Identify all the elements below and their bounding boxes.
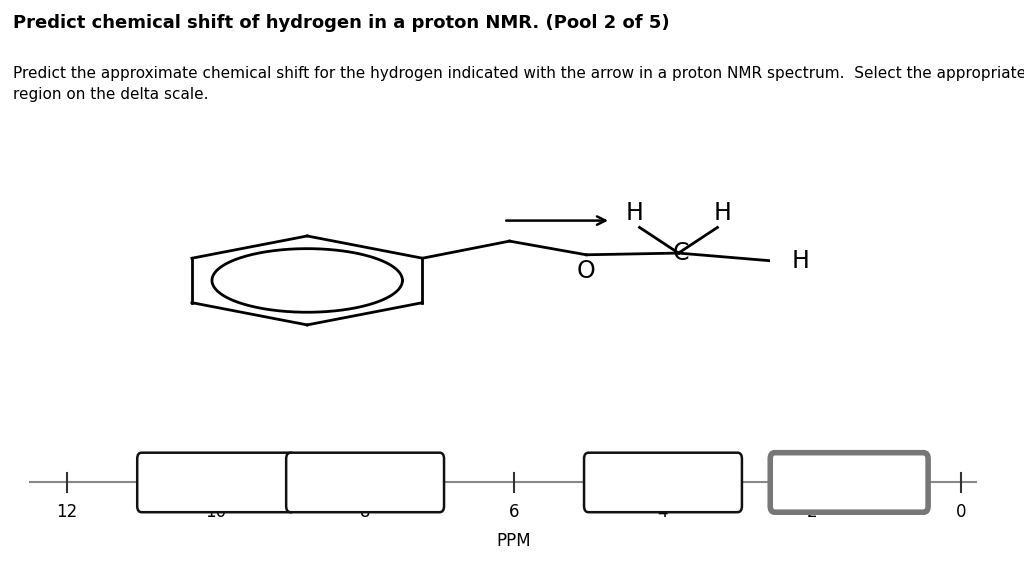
Text: H: H — [792, 249, 809, 272]
Text: 6: 6 — [509, 503, 519, 521]
Text: 2: 2 — [807, 503, 817, 521]
Text: 12: 12 — [56, 503, 78, 521]
Text: 4: 4 — [657, 503, 669, 521]
Text: 8: 8 — [359, 503, 371, 521]
Text: O: O — [577, 259, 596, 283]
FancyBboxPatch shape — [286, 453, 444, 512]
Text: 0: 0 — [955, 503, 966, 521]
Text: C: C — [673, 241, 689, 265]
FancyBboxPatch shape — [770, 453, 928, 512]
FancyBboxPatch shape — [137, 453, 295, 512]
FancyBboxPatch shape — [584, 453, 742, 512]
Text: H: H — [714, 201, 731, 225]
Text: 10: 10 — [206, 503, 226, 521]
Text: H: H — [626, 201, 643, 225]
Text: Predict the approximate chemical shift for the hydrogen indicated with the arrow: Predict the approximate chemical shift f… — [13, 66, 1024, 101]
Text: Predict chemical shift of hydrogen in a proton NMR. (Pool 2 of 5): Predict chemical shift of hydrogen in a … — [13, 14, 670, 32]
Text: PPM: PPM — [497, 532, 531, 549]
